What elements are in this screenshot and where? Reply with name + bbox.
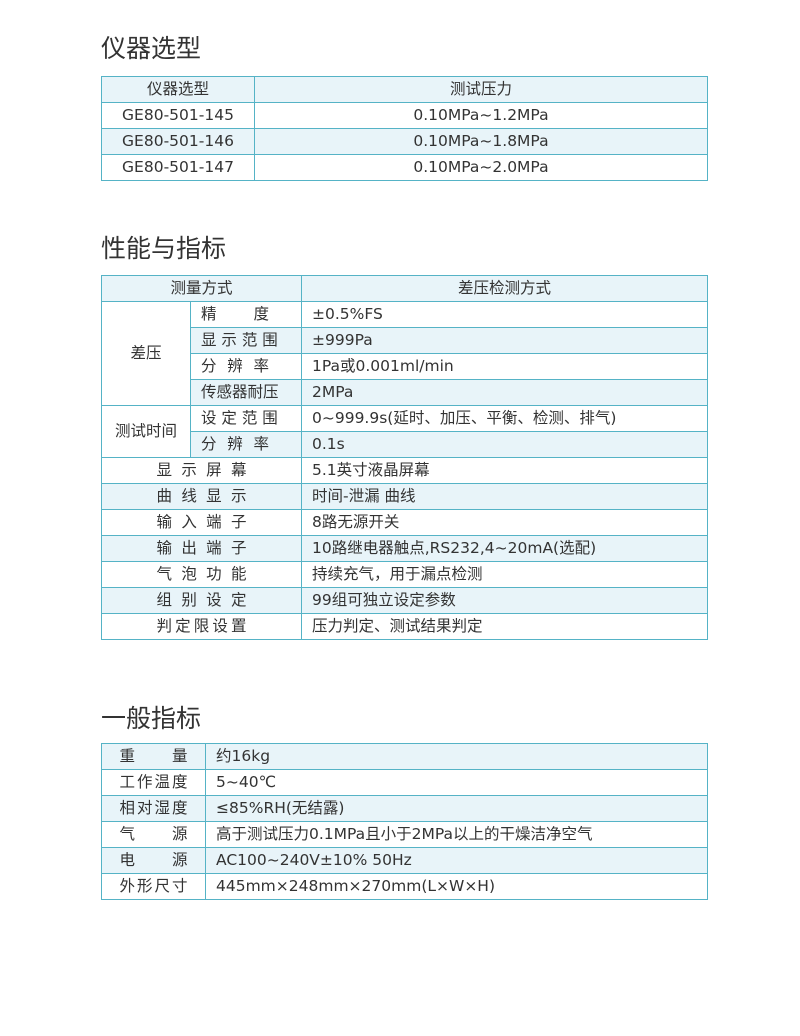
table-row: 显 示 范 围 ±999Pa — [102, 327, 708, 354]
table-row: 分 辨 率 0.1s — [102, 431, 708, 458]
row-label: 工作温度 — [119, 773, 188, 791]
pressure-cell: 0.10MPa~1.8MPa — [254, 128, 708, 155]
section-title-general: 一般指标 — [101, 704, 202, 733]
row-value: ±0.5%FS — [301, 301, 708, 328]
row-label: 气 源 — [119, 825, 188, 843]
row-value: 445mm×248mm×270mm(L×W×H) — [205, 873, 708, 900]
table-header-row: 仪器选型 测试压力 — [101, 76, 708, 103]
row-value: 10路继电器触点,RS232,4~20mA(选配) — [301, 535, 708, 562]
row-label: 精 度 — [201, 305, 269, 323]
row-value: ±999Pa — [301, 327, 708, 354]
row-value: 0.1s — [301, 431, 708, 458]
pressure-cell: 0.10MPa~2.0MPa — [254, 154, 708, 181]
table-row: 气 泡 功 能 持续充气，用于漏点检测 — [101, 561, 708, 588]
table-row: 重 量约16kg — [101, 743, 708, 770]
group-label: 差压 — [101, 301, 191, 406]
row-label: 重 量 — [119, 747, 188, 765]
row-value: 时间-泄漏 曲线 — [301, 483, 708, 510]
row-value: 约16kg — [205, 743, 708, 770]
row-label: 判定限设置 — [156, 617, 247, 635]
table-row: 相对湿度 ≤85%RH(无结露) — [101, 795, 708, 822]
row-value: 5~40℃ — [205, 769, 708, 796]
row-value: 1Pa或0.001ml/min — [301, 353, 708, 380]
row-label: 相对湿度 — [119, 799, 188, 817]
table-row: 测试时间 设 定 范 围 0~999.9s(延时、加压、平衡、检测、排气) — [101, 405, 708, 458]
table-row: 组 别 设 定 99组可独立设定参数 — [101, 587, 708, 614]
row-label: 分 辨 率 — [201, 435, 269, 453]
table-row: 显 示 屏 幕 5.1英寸液晶屏幕 — [101, 457, 708, 484]
models-table: 仪器选型 测试压力 GE80-501-145 0.10MPa~1.2MPa GE8… — [101, 76, 708, 181]
row-label: 显 示 范 围 — [201, 331, 278, 349]
row-value: 高于测试压力0.1MPa且小于2MPa以上的干燥洁净空气 — [205, 821, 708, 848]
header-cell: 差压检测方式 — [301, 275, 708, 302]
row-label: 组 别 设 定 — [156, 591, 247, 609]
table-header-row: 测量方式 差压检测方式 — [101, 275, 708, 302]
row-label: 分 辨 率 — [201, 357, 269, 375]
row-label: 电 源 — [119, 851, 188, 869]
row-value: 持续充气，用于漏点检测 — [301, 561, 708, 588]
row-label: 输 入 端 子 — [156, 513, 247, 531]
model-cell: GE80-501-146 — [101, 128, 255, 155]
row-value: 2MPa — [301, 379, 708, 406]
model-cell: GE80-501-147 — [101, 154, 255, 181]
section-title-models: 仪器选型 — [101, 34, 202, 63]
general-table: 重 量约16kg 工作温度 5~40℃ 相对湿度 ≤85%RH(无结露) 气 源高于… — [101, 743, 708, 900]
table-row: 电 源 AC100~240V±10% 50Hz — [101, 847, 708, 874]
header-cell: 仪器选型 — [101, 76, 255, 103]
row-label: 曲 线 显 示 — [156, 487, 247, 505]
table-row: GE80-501-146 0.10MPa~1.8MPa — [101, 128, 708, 155]
section-title-performance: 性能与指标 — [101, 234, 227, 263]
table-row: 传感器耐压 2MPa — [102, 379, 708, 406]
table-row: 工作温度 5~40℃ — [101, 769, 708, 796]
table-row: GE80-501-147 0.10MPa~2.0MPa — [101, 154, 708, 181]
row-label: 外形尺寸 — [119, 877, 188, 895]
row-value: 压力判定、测试结果判定 — [301, 613, 708, 640]
table-row: GE80-501-145 0.10MPa~1.2MPa — [101, 102, 708, 129]
performance-table: 测量方式 差压检测方式 差压 精 度 ±0.5%FS 显 示 范 围 ±999P… — [101, 275, 708, 640]
row-value: 99组可独立设定参数 — [301, 587, 708, 614]
row-label: 输 出 端 子 — [156, 539, 247, 557]
row-value: 5.1英寸液晶屏幕 — [301, 457, 708, 484]
table-row: 气 源高于测试压力0.1MPa且小于2MPa以上的干燥洁净空气 — [101, 821, 708, 848]
table-row: 判定限设置 压力判定、测试结果判定 — [101, 613, 708, 640]
row-value: ≤85%RH(无结露) — [205, 795, 708, 822]
row-label: 气 泡 功 能 — [156, 565, 247, 583]
table-row: 差压 精 度 ±0.5%FS — [101, 301, 708, 406]
table-row: 曲 线 显 示 时间-泄漏 曲线 — [101, 483, 708, 510]
table-row: 输 出 端 子 10路继电器触点,RS232,4~20mA(选配) — [101, 535, 708, 562]
group-label: 测试时间 — [101, 405, 191, 458]
table-row: 外形尺寸 445mm×248mm×270mm(L×W×H) — [101, 873, 708, 900]
model-cell: GE80-501-145 — [101, 102, 255, 129]
row-label: 传感器耐压 — [201, 383, 279, 401]
header-cell: 测量方式 — [101, 275, 302, 302]
row-value: 8路无源开关 — [301, 509, 708, 536]
table-row: 输 入 端 子 8路无源开关 — [101, 509, 708, 536]
row-value: 0~999.9s(延时、加压、平衡、检测、排气) — [301, 405, 708, 432]
row-label: 显 示 屏 幕 — [156, 461, 247, 479]
pressure-cell: 0.10MPa~1.2MPa — [254, 102, 708, 129]
header-cell: 测试压力 — [254, 76, 708, 103]
table-row: 分 辨 率 1Pa或0.001ml/min — [102, 353, 708, 380]
row-label: 设 定 范 围 — [201, 409, 278, 427]
row-value: AC100~240V±10% 50Hz — [205, 847, 708, 874]
